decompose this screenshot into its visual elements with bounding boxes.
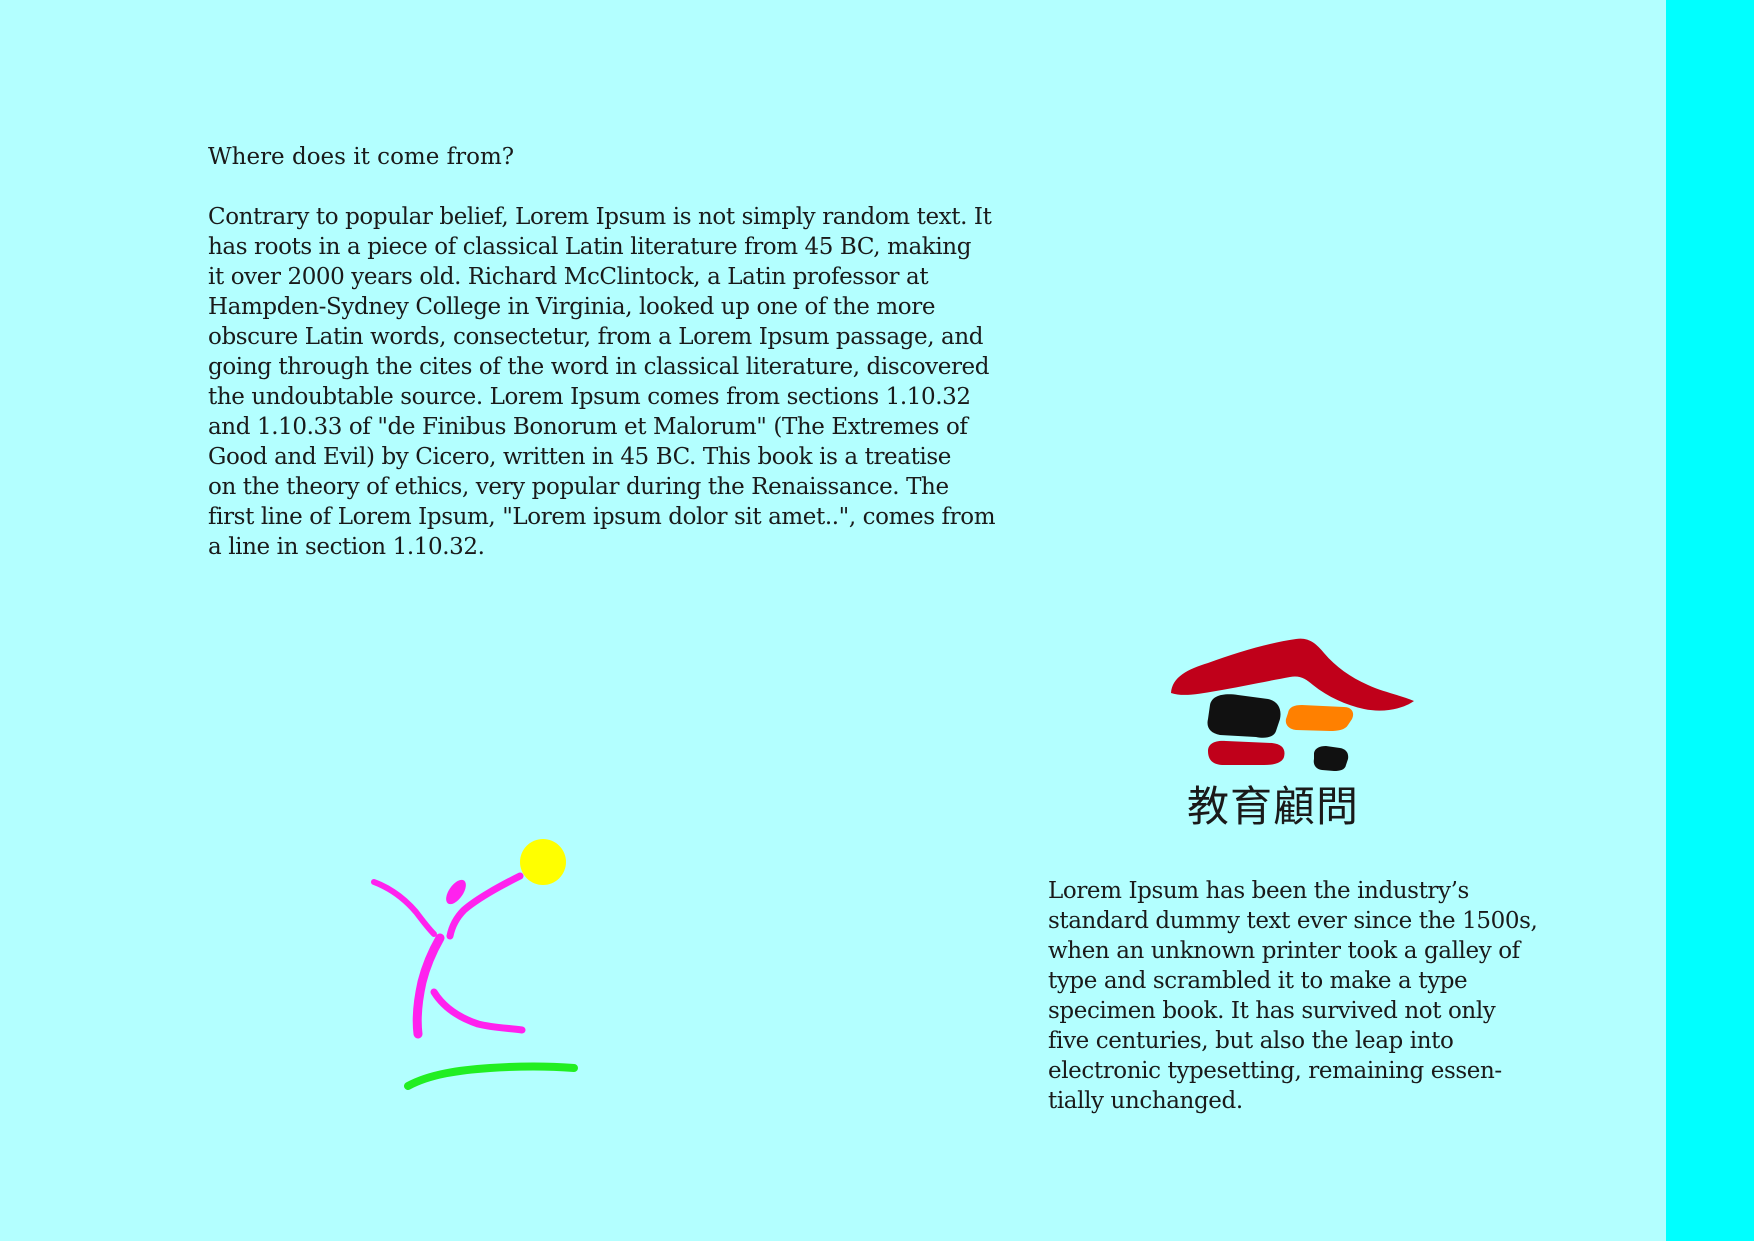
sidebar-line: when an unknown printer took a galley of	[1048, 938, 1520, 964]
figure-right-arm	[446, 872, 524, 940]
sidebar-line: specimen book. It has survived not only	[1048, 998, 1496, 1024]
article-line: has roots in a piece of classical Latin …	[208, 234, 972, 260]
article-line: Good and Evil) by Cicero, written in 45 …	[208, 444, 951, 470]
article-line: first line of Lorem Ipsum, "Lorem ipsum …	[208, 504, 996, 530]
figure-body	[412, 933, 445, 1039]
logo-dark-block	[1207, 694, 1281, 738]
sidebar-line: electronic typesetting, remaining essen-	[1048, 1058, 1502, 1084]
article-line: Contrary to popular belief, Lorem Ipsum …	[208, 204, 992, 230]
figure-strokes	[371, 872, 526, 1039]
article-line: the undoubtable source. Lorem Ipsum come…	[208, 384, 971, 410]
sidebar-line: type and scrambled it to make a type	[1048, 968, 1468, 994]
article-line: on the theory of ethics, very popular du…	[208, 474, 949, 500]
article-line: and 1.10.33 of "de Finibus Bonorum et Ma…	[208, 414, 968, 440]
dancing-figure-icon	[371, 839, 578, 1090]
logo-red-bar	[1208, 740, 1285, 765]
figure-leg	[430, 988, 526, 1034]
article-body: Contrary to popular belief, Lorem Ipsum …	[208, 202, 996, 562]
article-line: it over 2000 years old. Richard McClinto…	[208, 264, 929, 290]
figure-head	[446, 879, 466, 905]
article-line: a line in section 1.10.32.	[208, 534, 485, 560]
sidebar-text: Lorem Ipsum has been the industry’s stan…	[1048, 876, 1538, 1116]
ground-stroke	[404, 1062, 578, 1090]
sidebar-line: five centuries, but also the leap into	[1048, 1028, 1454, 1054]
article-heading: Where does it come from?	[208, 144, 515, 170]
logo-text: 教育顧問	[1186, 782, 1359, 831]
house-logo-icon	[1171, 638, 1414, 771]
side-color-band	[1666, 0, 1754, 1241]
logo-small-dark-block	[1313, 746, 1349, 771]
sun-icon	[520, 839, 566, 885]
article-line: obscure Latin words, consectetur, from a…	[208, 324, 984, 350]
article-line: Hampden-Sydney College in Virginia, look…	[208, 294, 936, 320]
sidebar-line: tially unchanged.	[1048, 1088, 1243, 1114]
logo-orange-block	[1285, 705, 1354, 731]
figure-left-arm	[371, 879, 437, 937]
sidebar-line: Lorem Ipsum has been the industry’s	[1048, 878, 1469, 904]
sidebar-line: standard dummy text ever since the 1500s…	[1048, 908, 1538, 934]
logo-roof-shape	[1171, 638, 1414, 711]
article-line: going through the cites of the word in c…	[208, 354, 990, 380]
